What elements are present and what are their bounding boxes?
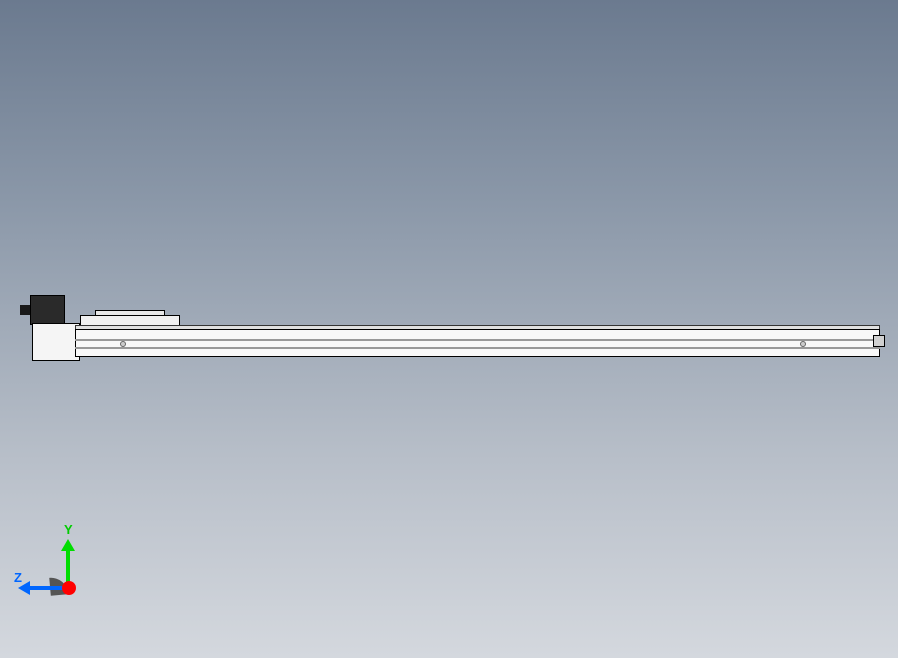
- axis-z-line: [28, 586, 63, 590]
- rail-end-cap: [873, 335, 885, 347]
- mount-block: [32, 323, 80, 361]
- rail-mounting-hole: [800, 341, 806, 347]
- rail-groove-lower: [75, 347, 880, 349]
- axis-y-line: [66, 548, 70, 583]
- rail-mounting-hole: [120, 341, 126, 347]
- motor-block: [30, 295, 65, 325]
- axis-origin-point: [62, 581, 76, 595]
- rail-body: [75, 329, 880, 357]
- cad-viewport[interactable]: Y Z: [0, 0, 898, 658]
- axis-label-z: Z: [14, 570, 22, 585]
- model-assembly[interactable]: [20, 295, 880, 365]
- axis-triad[interactable]: Y Z: [20, 523, 100, 603]
- axis-label-y: Y: [64, 522, 73, 537]
- rail-groove-upper: [75, 339, 880, 341]
- axis-y-arrow-icon: [61, 539, 75, 551]
